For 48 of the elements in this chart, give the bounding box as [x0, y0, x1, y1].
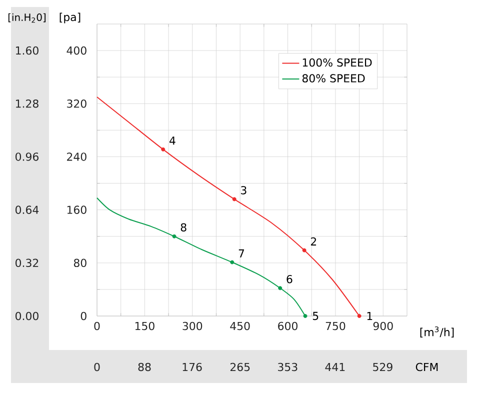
x-tick-label: 150	[135, 322, 154, 330]
x-tick-label: 750	[326, 322, 346, 330]
y-tick-label: 160	[67, 206, 86, 214]
legend-label: 80% SPEED	[302, 74, 365, 82]
x2-tick-label: 441	[325, 363, 345, 371]
point	[232, 197, 236, 202]
x-tick-label: 450	[230, 322, 250, 330]
x2-axis-title: CFM	[416, 362, 438, 372]
point	[302, 248, 306, 252]
point	[357, 314, 362, 318]
annotation: 8	[180, 223, 186, 232]
y2-tick-label: 0.96	[16, 152, 39, 161]
x2-tick-label: 529	[373, 362, 392, 372]
x2-tick-label: 265	[230, 362, 250, 372]
y2-tick-label: 0.32	[16, 258, 38, 268]
annotation: 6	[286, 274, 292, 284]
point	[172, 234, 176, 238]
x-tick-label: 0	[94, 322, 100, 330]
y-tick-label: 0	[80, 312, 86, 320]
y2-tick-label: 1.28	[16, 100, 38, 108]
y-tick-label: 400	[66, 46, 86, 55]
annotation: 5	[312, 312, 318, 320]
y-tick-label: 240	[67, 152, 86, 161]
x2-tick-label: 353	[278, 362, 298, 372]
point	[161, 147, 166, 152]
y-tick-label: 80	[74, 258, 86, 268]
y2-tick-label: 0.00	[16, 312, 38, 320]
x-tick-label: 900	[373, 322, 393, 330]
y2-tick-label: 1.60	[16, 46, 38, 55]
annotation: 7	[238, 249, 244, 258]
annotation: 4	[170, 136, 176, 145]
y2-axis-title: [in.H$_{2}$0]	[8, 13, 46, 23]
x-tick-label: 600	[278, 322, 298, 330]
x-tick-label: 300	[182, 322, 202, 330]
x2-tick-label: 88	[138, 362, 151, 372]
x2-tick-label: 176	[182, 362, 202, 372]
annotation: 3	[241, 186, 246, 194]
annotation: 1	[367, 312, 372, 320]
point	[303, 314, 308, 318]
point	[278, 286, 282, 290]
x-axis-title: [m$^{3}$/h]	[420, 326, 454, 338]
y-tick-label: 320	[67, 100, 86, 108]
legend-label: 100% SPEED	[302, 58, 372, 67]
y2-tick-label: 0.64	[16, 206, 39, 214]
y-axis-title: [pa]	[60, 12, 80, 24]
annotation: 2	[310, 237, 316, 246]
point	[230, 260, 234, 264]
x2-tick-label: 0	[94, 362, 100, 372]
